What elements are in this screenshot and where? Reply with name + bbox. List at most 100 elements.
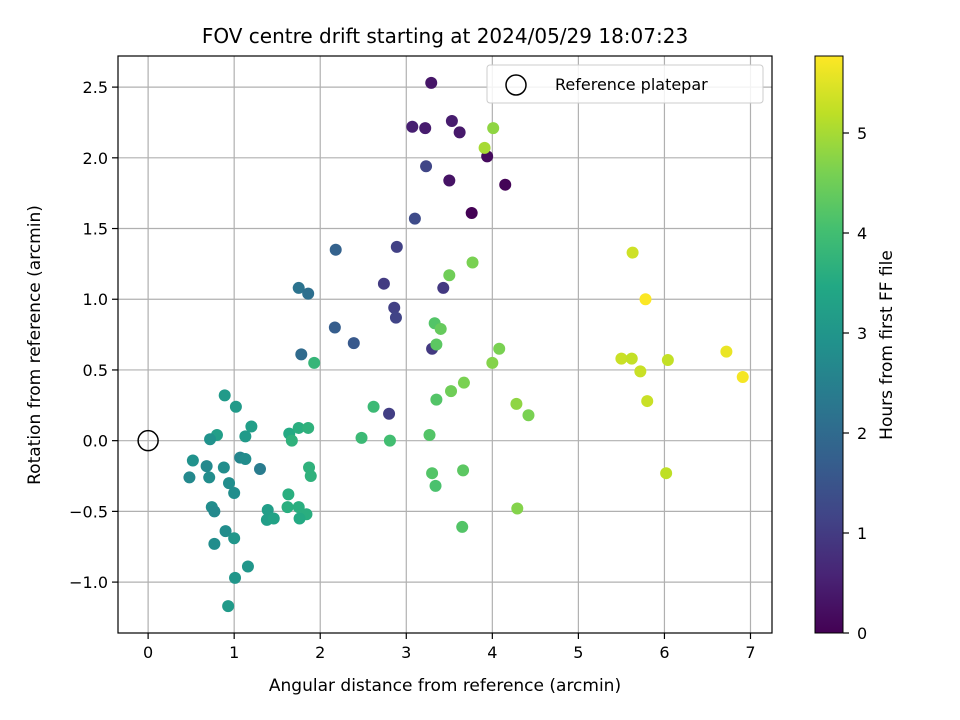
- data-point: [388, 301, 401, 314]
- data-point: [443, 174, 456, 187]
- data-point: [445, 115, 458, 128]
- data-point: [486, 356, 499, 369]
- reference-marker: [137, 429, 159, 452]
- data-point: [478, 141, 491, 154]
- data-point: [430, 393, 443, 406]
- data-point: [285, 434, 298, 447]
- x-tick-label: 1: [229, 643, 239, 662]
- data-point: [295, 348, 308, 361]
- data-point: [626, 246, 639, 259]
- data-point: [430, 338, 443, 351]
- x-tick-label: 2: [315, 643, 325, 662]
- colorbar-label: Hours from first FF file: [877, 250, 897, 440]
- data-point: [304, 470, 317, 483]
- data-point: [204, 433, 217, 446]
- data-point: [736, 371, 749, 384]
- colorbar: [814, 55, 844, 634]
- data-point: [302, 421, 315, 434]
- data-point: [720, 345, 733, 358]
- data-point: [267, 512, 280, 525]
- data-point: [229, 571, 242, 584]
- data-point: [383, 434, 396, 447]
- legend-marker: [505, 74, 527, 96]
- data-point: [219, 525, 232, 538]
- x-tick-label: 6: [659, 643, 669, 662]
- data-point: [453, 126, 466, 139]
- data-point: [419, 122, 432, 135]
- data-point: [228, 486, 241, 499]
- data-point: [420, 160, 433, 173]
- data-point: [281, 501, 294, 514]
- colorbar-tick-label: 2: [857, 424, 867, 443]
- x-tick-label: 5: [573, 643, 583, 662]
- data-point: [377, 277, 390, 290]
- data-point: [329, 243, 342, 256]
- x-axis-label: Angular distance from reference (arcmin): [269, 676, 621, 696]
- x-axis-ticks: 0 1 2 3 4 5 6 7: [143, 633, 756, 662]
- data-point: [660, 467, 673, 480]
- data-point: [239, 453, 252, 466]
- data-point: [625, 352, 638, 365]
- data-point: [292, 501, 305, 514]
- data-point: [425, 76, 438, 89]
- data-point: [308, 356, 321, 369]
- data-point: [465, 206, 478, 219]
- x-tick-label: 0: [143, 643, 153, 662]
- data-point: [302, 287, 315, 300]
- data-point: [253, 462, 266, 475]
- data-point: [200, 460, 213, 473]
- y-tick-label: 2.0: [83, 149, 108, 168]
- data-point: [406, 120, 419, 133]
- data-point: [389, 311, 402, 324]
- data-point: [183, 471, 196, 484]
- data-point: [456, 520, 469, 533]
- y-axis-ticks: −1.0 −0.5 0.0 0.5 1.0 1.5 2.0 2.5: [69, 78, 118, 592]
- data-point: [641, 395, 654, 408]
- data-point: [383, 407, 396, 420]
- data-point: [522, 409, 535, 422]
- y-tick-label: 2.5: [83, 78, 108, 97]
- y-tick-label: 0.5: [83, 361, 108, 380]
- data-point: [487, 122, 500, 135]
- data-point: [493, 342, 506, 355]
- x-tick-label: 7: [745, 643, 755, 662]
- data-point: [328, 321, 341, 334]
- data-point: [437, 281, 450, 294]
- colorbar-tick-label: 4: [857, 224, 867, 243]
- data-point: [466, 256, 479, 269]
- data-point: [218, 389, 231, 402]
- data-point: [347, 337, 360, 350]
- x-tick-label: 3: [401, 643, 411, 662]
- data-point: [408, 212, 421, 225]
- data-point: [239, 430, 252, 443]
- data-point: [355, 431, 368, 444]
- data-point: [186, 454, 199, 467]
- data-point: [292, 281, 305, 294]
- colorbar-tick-label: 0: [857, 624, 867, 643]
- y-tick-label: 1.5: [83, 220, 108, 239]
- data-point: [443, 269, 456, 282]
- colorbar-ticks: 0 1 2 3 4 5: [843, 124, 867, 643]
- colorbar-tick-label: 1: [857, 524, 867, 543]
- data-point: [292, 421, 305, 434]
- data-point: [423, 429, 436, 442]
- data-point: [434, 322, 447, 335]
- legend: Reference platepar: [486, 64, 764, 104]
- data-point: [499, 178, 512, 191]
- legend-box: [486, 64, 764, 104]
- data-point: [445, 385, 458, 398]
- data-point: [367, 400, 380, 413]
- data-point: [203, 471, 216, 484]
- data-point: [208, 505, 221, 518]
- colorbar-tick-label: 5: [857, 124, 867, 143]
- data-point: [426, 467, 439, 480]
- y-tick-label: 1.0: [83, 290, 108, 309]
- axes-frame: [117, 55, 773, 634]
- data-point: [241, 560, 254, 573]
- data-point: [390, 240, 403, 253]
- data-point: [429, 479, 442, 492]
- y-tick-label: −1.0: [69, 573, 108, 592]
- colorbar-tick-label: 3: [857, 324, 867, 343]
- y-tick-label: 0.0: [83, 432, 108, 451]
